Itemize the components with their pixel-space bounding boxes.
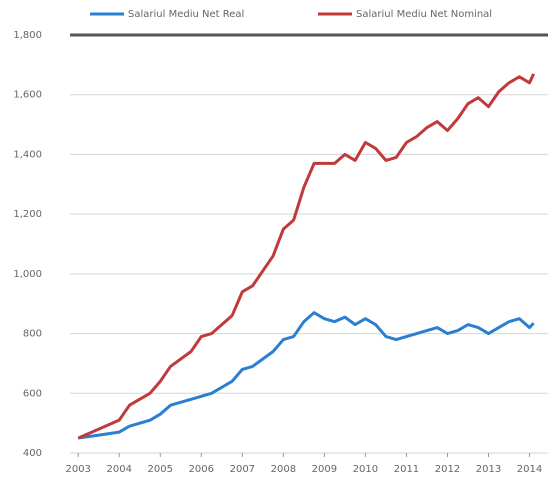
x-tick-label: 2006 — [189, 464, 214, 475]
series-line — [77, 311, 535, 440]
y-tick-label: 1,200 — [13, 209, 42, 220]
x-tick-label: 2004 — [107, 464, 132, 475]
x-tick-label: 2010 — [353, 464, 378, 475]
y-tick-label: 600 — [23, 388, 42, 399]
x-tick-label: 2007 — [230, 464, 255, 475]
series-line — [77, 73, 536, 440]
legend-label: Salariul Mediu Net Real — [128, 9, 244, 20]
x-tick-label: 2012 — [435, 464, 460, 475]
legend-label: Salariul Mediu Net Nominal — [356, 9, 492, 20]
y-tick-label: 1,800 — [13, 30, 42, 41]
y-tick-label: 1,000 — [13, 269, 42, 280]
x-tick-label: 2014 — [517, 464, 542, 475]
x-tick-label: 2011 — [394, 464, 419, 475]
y-tick-label: 1,400 — [13, 149, 42, 160]
y-tick-label: 1,600 — [13, 90, 42, 101]
x-tick-label: 2013 — [476, 464, 501, 475]
x-tick-label: 2005 — [148, 464, 173, 475]
x-tick-label: 2008 — [271, 464, 296, 475]
x-tick-label: 2009 — [312, 464, 337, 475]
x-tick-label: 2003 — [65, 464, 90, 475]
y-tick-label: 400 — [23, 448, 42, 459]
y-tick-label: 800 — [23, 329, 42, 340]
